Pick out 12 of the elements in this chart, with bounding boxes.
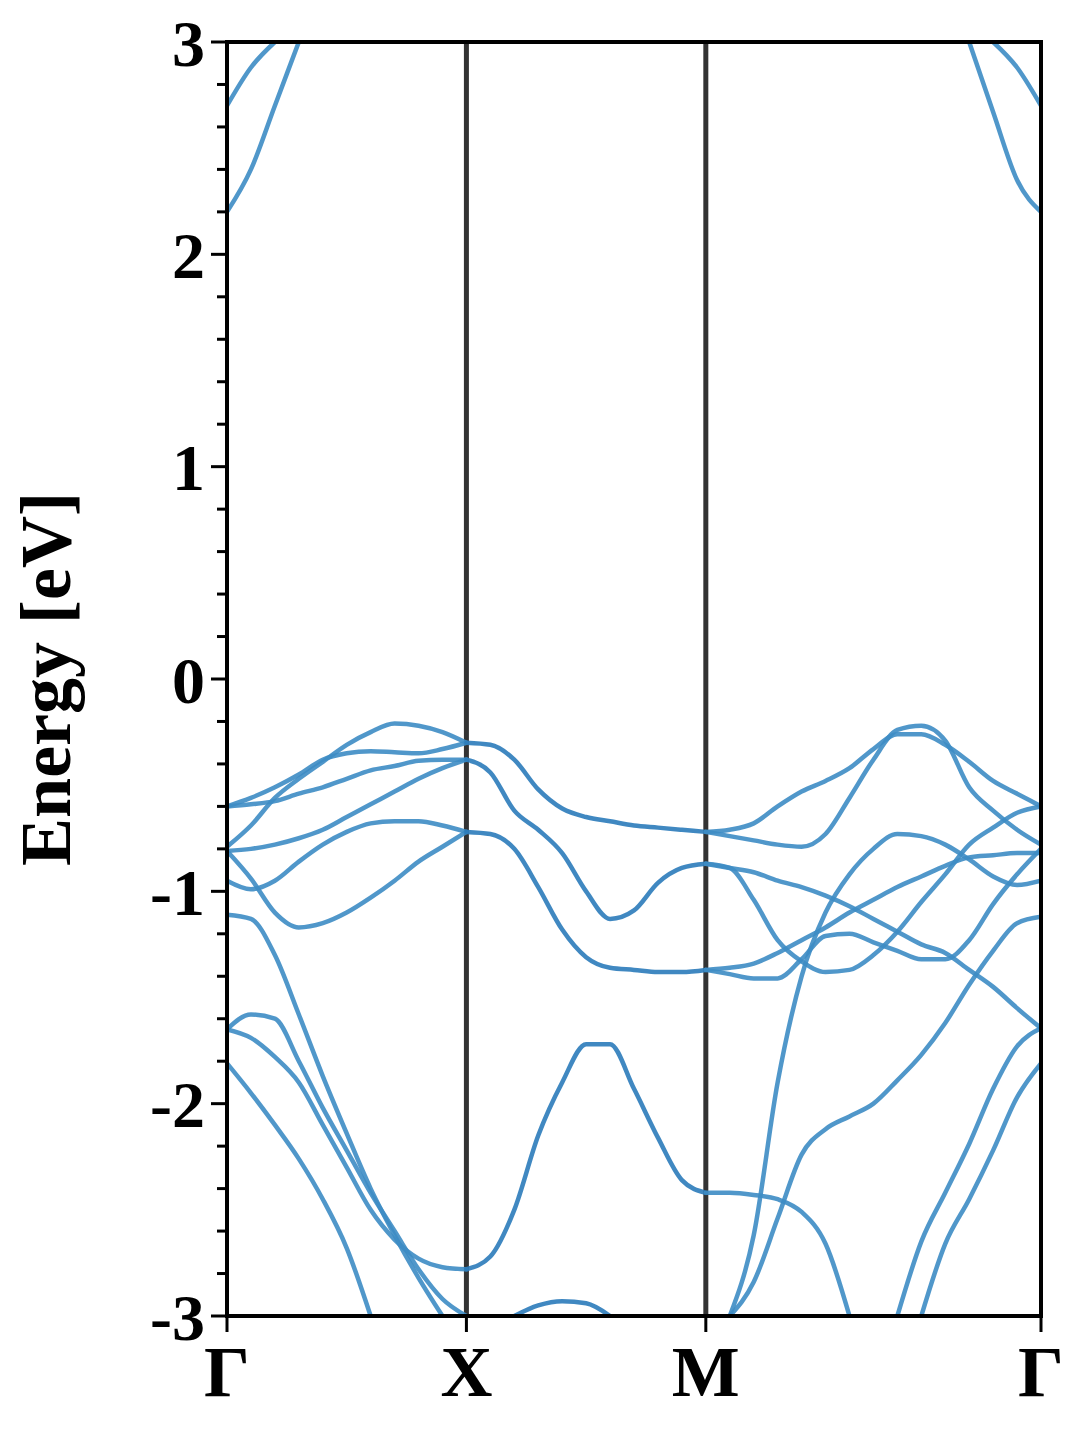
x-tick-label: X — [440, 1332, 493, 1412]
x-tick-label: Γ — [1018, 1332, 1064, 1412]
y-tick-label: 3 — [172, 6, 205, 80]
y-tick-label: 0 — [172, 643, 205, 717]
y-axis-title: Energy [eV] — [6, 492, 86, 866]
y-tick-label: -1 — [150, 856, 205, 930]
y-tick-label: -3 — [150, 1280, 205, 1354]
x-tick-label: M — [671, 1332, 740, 1412]
x-tick-label: Γ — [204, 1332, 250, 1412]
y-tick-label: 2 — [172, 219, 205, 293]
y-tick-label: -2 — [150, 1068, 205, 1142]
y-tick-label: 1 — [172, 431, 205, 505]
